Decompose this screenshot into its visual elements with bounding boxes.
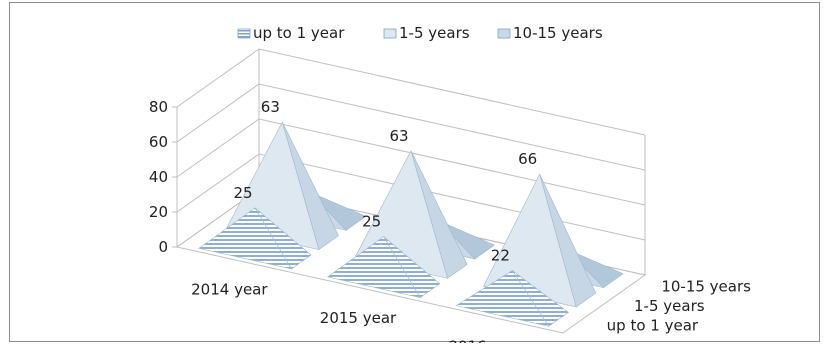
y-tick-label: 0 (158, 238, 168, 256)
chart-legend: up to 1 year 1-5 years 10-15 years (237, 24, 603, 42)
legend-label: 1-5 years (399, 24, 470, 42)
chart-marks: 121212636366252522 (198, 98, 624, 327)
legend-label: 10-15 years (513, 24, 603, 42)
x-tick-label: 2016 year (448, 338, 525, 343)
y-tick-label: 60 (149, 133, 168, 151)
pyramid-front-face (455, 270, 550, 327)
depth-axis-label: 10-15 years (661, 278, 751, 296)
x-tick-label: 2014 year (191, 280, 268, 298)
legend-swatch (497, 28, 511, 39)
y-tick-label: 20 (149, 203, 168, 221)
legend-swatch (383, 28, 397, 39)
data-label: 66 (518, 150, 537, 168)
pyramid-front-face (198, 207, 293, 270)
chart-floor (175, 188, 647, 334)
legend-label: up to 1 year (253, 24, 345, 42)
legend-swatch (237, 28, 251, 39)
data-label: 22 (491, 247, 510, 265)
data-label: 63 (389, 127, 408, 145)
depth-axis-label: up to 1 year (607, 316, 699, 334)
depth-axis-label: 1-5 years (634, 297, 705, 315)
chart-frame: 0 20 40 60 80 2014 year 2015 year 2016 year up t… (9, 2, 820, 348)
x-tick-label: 2015 year (320, 309, 397, 327)
data-label: 25 (362, 213, 381, 231)
pyramid-chart: 0 20 40 60 80 2014 year 2015 year 2016 year up t… (149, 24, 751, 348)
y-tick-label: 80 (149, 98, 168, 116)
data-label: 63 (261, 98, 280, 116)
pyramid-front-face (326, 236, 421, 299)
chart-axes: 0 20 40 60 80 2014 year 2015 year 2016 year up t… (149, 98, 751, 348)
y-tick-label: 40 (149, 168, 168, 186)
data-label: 25 (233, 184, 252, 202)
